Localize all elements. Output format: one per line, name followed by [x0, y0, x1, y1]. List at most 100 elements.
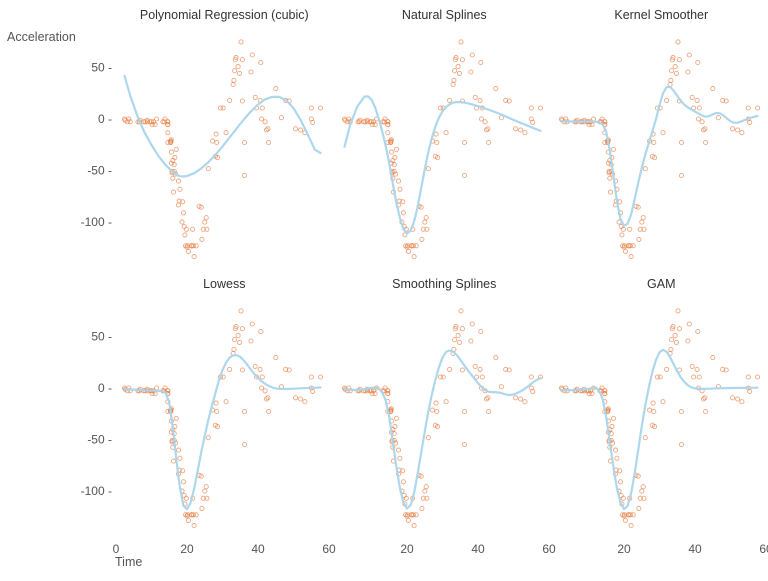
- data-point: [669, 68, 675, 74]
- panel-2: Natural Splines: [341, 8, 544, 260]
- data-point: [469, 52, 475, 58]
- data-point: [286, 367, 292, 373]
- data-point: [696, 374, 702, 380]
- data-point: [503, 366, 509, 372]
- data-point: [175, 178, 182, 184]
- data-point: [479, 374, 485, 380]
- data-point: [636, 505, 642, 511]
- data-point: [293, 395, 299, 401]
- data-point: [302, 399, 308, 405]
- smoother-curve: [123, 354, 322, 511]
- data-point: [657, 374, 663, 380]
- data-point: [161, 119, 167, 125]
- data-point: [455, 64, 461, 70]
- data-point: [478, 59, 484, 66]
- data-point: [437, 105, 443, 111]
- data-point: [238, 39, 244, 45]
- data-point: [265, 126, 271, 132]
- data-point: [420, 495, 426, 501]
- data-point: [165, 122, 171, 128]
- data-point: [715, 115, 721, 121]
- x-axis-title: Time: [115, 555, 142, 569]
- data-point: [485, 395, 491, 401]
- data-point: [165, 119, 171, 125]
- data-point: [227, 97, 233, 103]
- data-point: [168, 149, 174, 155]
- data-point: [173, 146, 179, 152]
- data-point: [364, 117, 370, 123]
- data-point: [485, 126, 491, 132]
- data-point: [702, 395, 708, 401]
- data-point: [283, 366, 289, 372]
- y-axis-title: Acceleration: [7, 30, 76, 44]
- y-tick-label: 0 -: [98, 112, 112, 126]
- y-tick-label: 50 -: [91, 330, 112, 344]
- data-point: [518, 396, 524, 402]
- data-point: [238, 308, 244, 314]
- data-point: [434, 155, 441, 161]
- data-point: [372, 391, 378, 397]
- smoother-curve: [343, 95, 542, 235]
- data-point: [180, 479, 186, 485]
- data-point: [385, 130, 391, 136]
- y-tick-label: 0 -: [98, 381, 112, 395]
- data-point: [153, 385, 160, 391]
- data-point: [190, 243, 196, 249]
- panel-title: Kernel Smoother: [614, 8, 708, 22]
- data-point: [754, 374, 761, 380]
- data-point: [258, 59, 264, 66]
- data-point: [176, 198, 182, 204]
- data-point: [676, 57, 682, 63]
- data-point: [486, 408, 492, 415]
- data-point: [635, 204, 641, 210]
- data-point: [627, 226, 633, 232]
- data-point: [236, 339, 243, 345]
- data-point: [493, 86, 499, 92]
- y-tick-label: -100 -: [81, 484, 112, 498]
- data-point: [468, 69, 474, 75]
- data-point: [180, 210, 186, 216]
- data-point: [388, 149, 394, 155]
- data-point: [620, 243, 626, 249]
- data-point: [590, 116, 597, 122]
- data-point: [689, 94, 695, 100]
- data-point: [213, 400, 219, 406]
- data-point: [258, 116, 265, 122]
- data-point: [637, 226, 643, 232]
- x-tick-label: 20: [400, 542, 414, 556]
- data-point: [151, 119, 157, 125]
- data-point: [388, 137, 394, 143]
- data-point: [710, 355, 716, 361]
- data-point: [252, 94, 258, 100]
- data-point: [241, 139, 248, 146]
- data-point: [393, 415, 399, 421]
- data-point: [382, 385, 388, 391]
- data-point: [695, 328, 701, 335]
- data-point: [423, 484, 429, 490]
- data-point: [685, 338, 691, 344]
- data-point: [231, 346, 237, 352]
- data-point: [395, 178, 402, 184]
- data-point: [599, 385, 605, 391]
- data-point: [459, 367, 465, 373]
- panel-title: Polynomial Regression (cubic): [140, 8, 309, 22]
- data-point: [620, 495, 626, 501]
- data-point: [369, 122, 375, 128]
- data-point: [617, 479, 624, 485]
- data-point: [273, 355, 279, 361]
- data-point: [447, 97, 453, 103]
- data-point: [308, 105, 314, 111]
- data-point: [371, 388, 377, 394]
- data-point: [183, 512, 189, 518]
- data-point: [266, 139, 272, 146]
- x-tick-label: 60: [542, 542, 556, 556]
- data-point: [235, 64, 241, 70]
- data-point: [258, 385, 265, 391]
- data-point: [703, 139, 709, 146]
- data-point: [630, 243, 636, 249]
- data-point: [231, 77, 237, 83]
- data-point: [730, 395, 736, 401]
- data-point: [385, 119, 391, 125]
